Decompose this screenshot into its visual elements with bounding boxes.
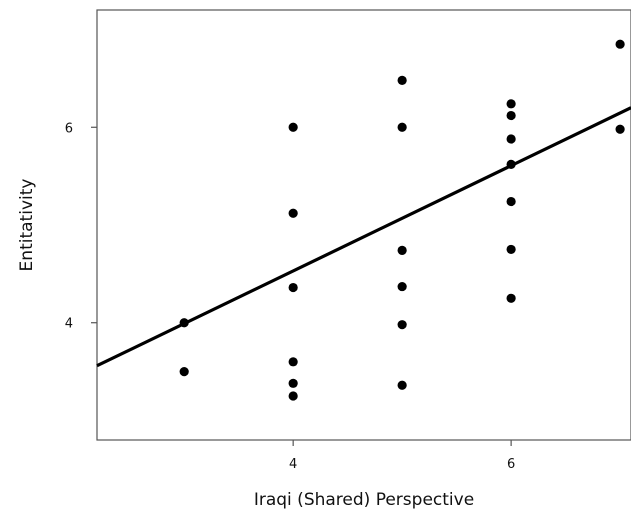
data-points [179,39,625,401]
data-point [397,320,407,330]
data-point [615,124,625,134]
data-point [288,378,298,388]
data-point [506,293,516,303]
data-point [179,366,189,377]
data-point [615,39,625,49]
data-point [397,281,407,292]
data-point [288,208,298,218]
data-point [506,244,516,255]
y-axis: 46 [65,121,97,332]
data-point [506,159,516,170]
data-point [179,318,189,328]
data-point [288,391,298,401]
data-point [288,357,298,367]
data-point [506,134,516,144]
regression-line [96,106,631,368]
plot-frame [96,9,631,441]
data-point [506,99,516,109]
y-tick-label: 4 [65,317,73,332]
x-tick-label: 4 [289,457,297,472]
data-point [397,122,407,132]
data-point [506,110,516,121]
data-point [397,380,407,390]
data-point [506,196,516,207]
data-point [397,75,407,85]
data-point [288,282,298,293]
y-tick-label: 6 [65,121,73,136]
x-axis-label: Iraqi (Shared) Perspective [254,490,474,510]
data-point [397,245,407,256]
data-point [288,122,298,132]
x-tick-label: 6 [507,457,515,472]
y-axis-label: Entitativity [17,179,37,272]
